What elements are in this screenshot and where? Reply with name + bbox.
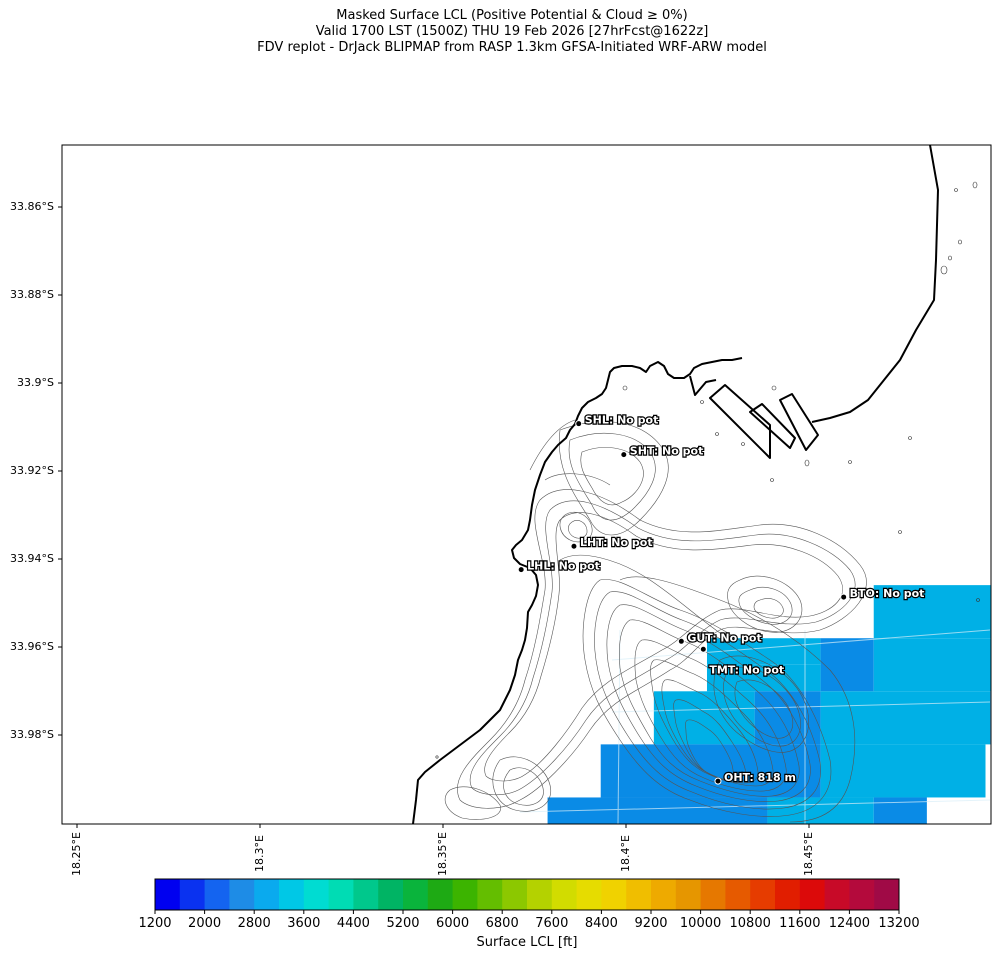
colorbar-swatch — [254, 879, 280, 910]
lcl-cell — [820, 691, 991, 745]
colorbar-swatch — [452, 879, 478, 910]
colorbar-swatch — [750, 879, 776, 910]
station-dot — [570, 542, 578, 550]
colorbar-tick-label: 10800 — [729, 916, 771, 931]
station-label: LHT: No pot — [580, 536, 653, 549]
colorbar-swatch — [427, 879, 454, 910]
colorbar-swatch — [229, 879, 255, 910]
colorbar-swatch — [601, 879, 627, 910]
title-line-1: Masked Surface LCL (Positive Potential &… — [336, 8, 688, 23]
colorbar-swatch — [799, 879, 826, 910]
lon-tick-label: 18.3°E — [253, 835, 266, 872]
lcl-cell — [873, 638, 991, 692]
station-dot — [714, 777, 722, 785]
colorbar-swatch — [353, 879, 379, 910]
colorbar-swatch — [303, 879, 330, 910]
lon-tick-label: 18.4°E — [619, 835, 632, 872]
colorbar-swatch — [378, 879, 404, 910]
colorbar-swatch — [204, 879, 230, 910]
station-label: TMT: No pot — [709, 663, 784, 676]
title-line-2: Valid 1700 LST (1500Z) THU 19 Feb 2026 [… — [315, 24, 709, 39]
colorbar-swatch — [155, 879, 181, 910]
colorbar — [154, 878, 900, 914]
colorbar-swatch — [527, 879, 553, 910]
colorbar-label: Surface LCL [ft] — [476, 935, 578, 950]
title-line-3: FDV replot - DrJack BLIPMAP from RASP 1.… — [257, 40, 767, 55]
lcl-cell — [767, 797, 874, 824]
station-dot — [840, 593, 848, 601]
colorbar-tick-label: 11600 — [779, 916, 821, 931]
colorbar-swatch — [328, 879, 354, 910]
terrain-contours — [444, 419, 867, 823]
station-dot — [699, 645, 707, 653]
lcl-cell — [653, 691, 755, 745]
station-label: OHT: 818 m — [724, 771, 796, 784]
lcl-grid-cells — [547, 585, 991, 824]
coastline — [412, 145, 939, 824]
axis-ticks — [58, 206, 810, 828]
lcl-cell — [873, 585, 991, 639]
lcl-cell — [820, 744, 986, 798]
station-dot — [517, 566, 525, 574]
station-label: GUT: No pot — [687, 631, 761, 644]
colorbar-tick-label: 4400 — [336, 916, 370, 931]
station-markers: SHL: No pot SHT: No pot LHT: No pot LHL: No… — [517, 412, 926, 785]
lat-tick-label: 33.86°S — [10, 200, 54, 213]
lat-tick-label: 33.88°S — [10, 288, 54, 301]
lat-tick-label: 33.98°S — [10, 728, 54, 741]
lat-tick-label: 33.92°S — [10, 464, 54, 477]
colorbar-tick-label: 8400 — [584, 916, 618, 931]
colorbar-tick-label: 5200 — [386, 916, 420, 931]
station-label: BTO: No pot — [850, 587, 925, 600]
lcl-cell — [706, 664, 821, 692]
colorbar-tick-label: 13200 — [878, 916, 920, 931]
colorbar-tick-label: 7600 — [535, 916, 569, 931]
lat-tick-label: 33.96°S — [10, 640, 54, 653]
lon-tick-label: 18.25°E — [70, 832, 83, 876]
lat-tick-label: 33.94°S — [10, 552, 54, 565]
colorbar-tick-label: 1200 — [138, 916, 172, 931]
colorbar-tick-label: 10000 — [679, 916, 722, 931]
colorbar-tick-label: 9200 — [634, 916, 668, 931]
colorbar-swatch — [576, 879, 602, 910]
colorbar-tick-label: 3600 — [287, 916, 321, 931]
colorbar-swatch — [675, 879, 702, 910]
colorbar-tick-label: 6800 — [485, 916, 519, 931]
colorbar-swatch — [775, 879, 801, 910]
station-dot — [575, 420, 583, 428]
colorbar-swatch — [403, 879, 429, 910]
small-islets — [435, 181, 980, 759]
colorbar-swatch — [551, 879, 578, 910]
colorbar-tick-label: 12400 — [828, 916, 871, 931]
colorbar-swatch — [626, 879, 652, 910]
colorbar-swatch — [874, 879, 900, 910]
station-dot — [620, 451, 628, 459]
lat-tick-label: 33.9°S — [17, 376, 54, 389]
map-title: Masked Surface LCL (Positive Potential &… — [0, 8, 1001, 56]
colorbar-swatch — [279, 879, 305, 910]
colorbar-frame — [154, 878, 900, 911]
lon-tick-label: 18.45°E — [802, 832, 815, 876]
station-dot — [677, 637, 685, 645]
station-label: SHL: No pot — [585, 414, 659, 427]
colorbar-swatch — [179, 879, 206, 910]
lon-tick-label: 18.35°E — [436, 832, 449, 876]
colorbar-swatch — [824, 879, 850, 910]
colorbar-swatch — [725, 879, 751, 910]
lcl-cell — [820, 638, 874, 692]
colorbar-tick-label: 2800 — [237, 916, 271, 931]
colorbar-tick-label: 6000 — [436, 916, 470, 931]
colorbar-swatch — [477, 879, 503, 910]
colorbar-tick-label: 2000 — [188, 916, 222, 931]
colorbar-swatch — [651, 879, 677, 910]
colorbar-swatch — [502, 879, 528, 910]
colorbar-swatch — [849, 879, 875, 910]
colorbar-swatch — [700, 879, 726, 910]
station-label: SHT: No pot — [630, 445, 704, 458]
lcl-cell — [547, 797, 768, 824]
station-label: LHL: No pot — [527, 560, 600, 573]
lcl-cell — [600, 744, 821, 798]
map-frame — [61, 144, 992, 825]
